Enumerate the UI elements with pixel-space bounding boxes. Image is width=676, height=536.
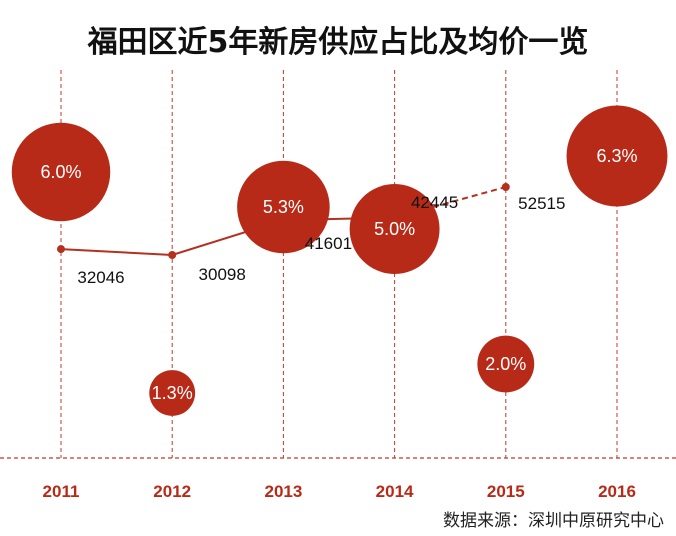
share-bubble-2016 [566,105,668,207]
share-series [11,105,668,416]
share-bubble-2011 [11,122,111,222]
share-label-2015: 2.0% [485,354,526,374]
price-label-2014: 42445 [411,193,458,212]
x-tick-2015: 2015 [487,482,525,501]
chart-title: 福田区近5年新房供应占比及均价一览 [87,25,589,60]
share-bubble-2013 [237,160,330,254]
share-bubble-2015 [477,335,535,393]
x-tick-2014: 2014 [376,482,414,501]
share-label-2011: 6.0% [40,162,81,182]
share-bubble-2014 [349,184,440,274]
x-axis-tick-labels: 2011 2012 2013 2014 2015 2016 [43,482,636,501]
share-label-2016: 6.3% [596,146,637,166]
price-label-2013: 41601 [305,234,352,253]
x-tick-2011: 2011 [43,482,80,501]
share-label-2012: 1.3% [152,383,193,403]
gridlines [60,70,618,458]
price-segment [60,248,173,256]
price-marker [57,245,65,254]
x-tick-2012: 2012 [153,482,191,501]
price-labels: 32046 30098 41601 42445 52515 [77,193,565,287]
share-label-2013: 5.3% [263,197,304,217]
price-marker [501,183,510,191]
share-labels: 6.0% 1.3% 5.3% 5.0% 2.0% 6.3% [40,146,637,403]
price-label-2011: 32046 [77,268,124,287]
source-note: 数据来源：深圳中原研究中心 [443,511,664,531]
share-bubble-2012 [149,370,196,416]
price-marker [168,251,177,259]
share-label-2014: 5.0% [374,219,415,239]
x-tick-2013: 2013 [264,482,302,501]
x-tick-2016: 2016 [598,482,636,501]
price-label-2015: 52515 [518,194,565,213]
price-label-2012: 30098 [199,265,246,284]
